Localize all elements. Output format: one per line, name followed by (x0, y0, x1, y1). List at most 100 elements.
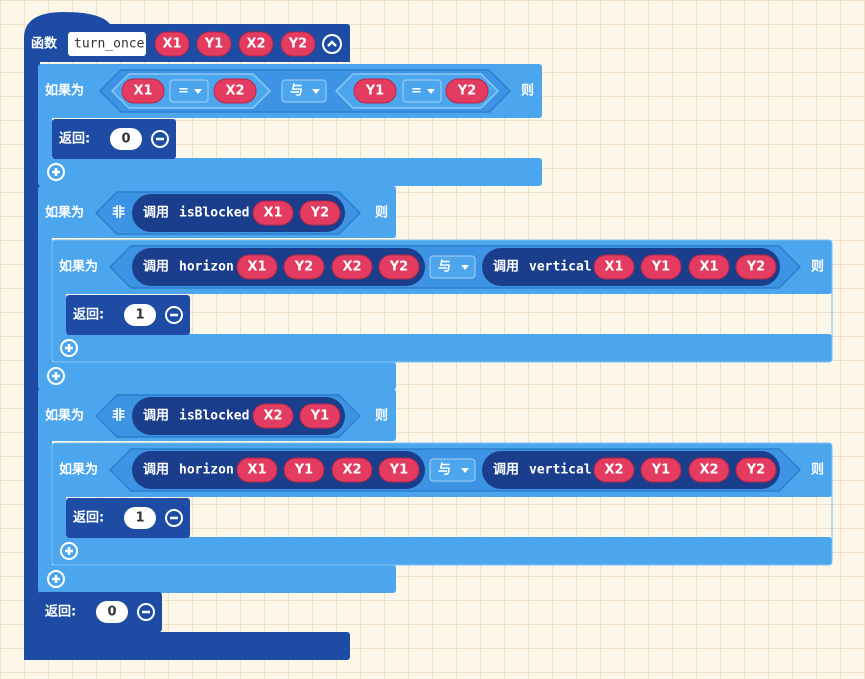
function-footer (24, 632, 350, 660)
function-name-field (68, 32, 146, 56)
variable-pill (331, 254, 373, 280)
function-name: turn_once (74, 37, 145, 52)
remove-button[interactable] (165, 509, 183, 527)
add-button[interactable] (47, 570, 65, 588)
remove-button[interactable] (137, 603, 155, 621)
return-keyword: 返回: (45, 605, 76, 620)
variable-label: Y2 (288, 37, 307, 52)
variable-pill (593, 254, 635, 280)
dropdown-label: 与 (438, 260, 451, 275)
variable-label: X1 (699, 260, 718, 275)
function-name: horizon (179, 463, 234, 478)
return-keyword: 返回: (59, 132, 90, 147)
call-keyword: 调用 (143, 206, 169, 221)
function-name: vertical (529, 463, 592, 478)
function-name: isBlocked (179, 206, 249, 221)
not-keyword: 非 (112, 408, 125, 424)
variable-label: X1 (247, 260, 266, 275)
variable-pill (252, 200, 294, 226)
variable-pill (378, 457, 420, 483)
variable-pill (299, 403, 341, 429)
not-keyword: 非 (112, 205, 125, 221)
dropdown-label: = (178, 84, 189, 99)
variable-pill (280, 31, 316, 57)
variable-label: Y2 (746, 463, 765, 478)
dropdown[interactable] (169, 79, 209, 103)
variable-pill (688, 254, 730, 280)
then-keyword: 则 (375, 205, 388, 221)
dropdown-arrow (194, 89, 202, 94)
add-button[interactable] (47, 163, 65, 181)
dropdown[interactable] (429, 458, 476, 482)
call-block (132, 397, 345, 435)
variable-label: Y2 (310, 206, 329, 221)
add-button[interactable] (60, 339, 78, 357)
if-body (52, 495, 66, 539)
call-keyword: 调用 (493, 463, 519, 478)
return-value: 0 (107, 605, 116, 620)
variable-pill (196, 31, 232, 57)
variable-pill (121, 78, 165, 104)
variable-pill (213, 78, 257, 104)
dropdown-arrow (312, 89, 320, 94)
add-button-icon (52, 372, 60, 380)
variable-label: Y2 (294, 260, 313, 275)
add-button[interactable] (60, 542, 78, 560)
variable-pill (236, 254, 278, 280)
dropdown-arrow (427, 89, 435, 94)
variable-pill (688, 457, 730, 483)
call-keyword: 调用 (143, 409, 169, 424)
variable-label: Y2 (389, 260, 408, 275)
if-body (38, 439, 52, 567)
collapse-icon (327, 40, 337, 47)
then-keyword: 则 (521, 83, 534, 99)
nested-outline (51, 239, 833, 363)
variable-pill (735, 457, 777, 483)
if-body (52, 292, 66, 336)
number-field (124, 304, 156, 326)
if-body (38, 116, 52, 160)
variable-pill (236, 457, 278, 483)
add-button[interactable] (47, 367, 65, 385)
variable-label: Y1 (365, 84, 384, 99)
dropdown-arrow (461, 265, 469, 270)
variable-pill (283, 457, 325, 483)
variable-pill (735, 254, 777, 280)
function-body (24, 60, 40, 660)
variable-pill (238, 31, 274, 57)
variable-label: X2 (699, 463, 718, 478)
dropdown[interactable] (402, 79, 442, 103)
dropdown[interactable] (281, 79, 327, 103)
if-footer (38, 362, 396, 390)
return-value: 1 (135, 308, 144, 323)
variable-pill (154, 31, 190, 57)
if-keyword: 如果为 (59, 259, 98, 275)
variable-pill (252, 403, 294, 429)
add-button-icon (52, 575, 60, 583)
call-block (132, 194, 345, 232)
variable-label: Y2 (457, 84, 476, 99)
variable-pill (640, 457, 682, 483)
return-value: 0 (121, 132, 130, 147)
variable-pill (283, 254, 325, 280)
variable-label: X1 (604, 260, 623, 275)
if-keyword: 如果为 (45, 408, 84, 424)
return-value: 1 (135, 511, 144, 526)
variable-label: X2 (342, 260, 361, 275)
remove-button[interactable] (151, 130, 169, 148)
dropdown[interactable] (429, 255, 476, 279)
collapse-button[interactable] (322, 34, 342, 54)
variable-label: Y1 (294, 463, 313, 478)
return-keyword: 返回: (73, 511, 104, 526)
remove-button[interactable] (165, 306, 183, 324)
variable-pill (299, 200, 341, 226)
function-name: isBlocked (179, 409, 249, 424)
variable-label: Y1 (651, 260, 670, 275)
then-keyword: 则 (811, 462, 824, 478)
then-keyword: 则 (811, 259, 824, 275)
add-button-icon (65, 344, 73, 352)
variable-label: X2 (604, 463, 623, 478)
variable-label: Y2 (746, 260, 765, 275)
